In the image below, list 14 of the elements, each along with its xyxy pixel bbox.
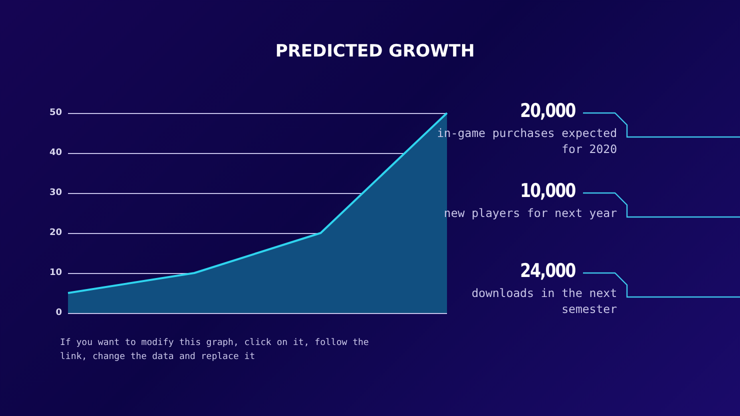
y-tick-label: 0 xyxy=(56,308,62,318)
y-tick-label: 40 xyxy=(49,148,62,158)
y-tick-label: 50 xyxy=(49,108,62,118)
text: If you want to modify this graph, click on it, follow the link, change the data and replace it xyxy=(60,337,370,364)
text: 20,000 xyxy=(520,100,575,122)
y-tick-label: 20 xyxy=(49,228,62,238)
annotation: in-game purchases expected for 2020 xyxy=(436,125,617,157)
chart-title: PREDICTED GROWTH xyxy=(275,42,475,62)
y-tick-label: 10 xyxy=(49,268,62,278)
text: downloads in the next semester xyxy=(470,285,617,317)
text: 24,000 xyxy=(520,260,575,282)
y-tick-label: 30 xyxy=(49,188,62,198)
annotation: new players for next year xyxy=(442,205,617,221)
text: 10,000 xyxy=(520,180,575,202)
